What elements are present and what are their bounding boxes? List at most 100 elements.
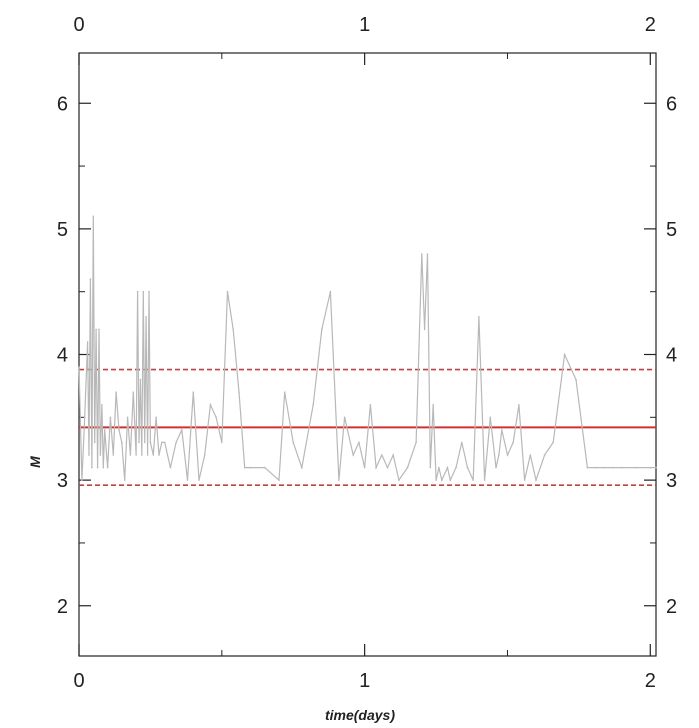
y-tick-label-right: 4 — [666, 345, 677, 367]
data-point — [543, 454, 546, 456]
data-point — [278, 479, 280, 481]
data-point — [175, 441, 177, 444]
y-tick-label-left: 2 — [57, 596, 68, 618]
y-tick-label-right: 2 — [666, 596, 677, 618]
data-point — [343, 416, 346, 419]
data-point — [478, 316, 480, 318]
data-point — [198, 479, 200, 481]
data-point — [101, 404, 103, 406]
y-tick-label-right: 5 — [666, 219, 677, 241]
data-point — [620, 466, 623, 469]
series-line — [78, 216, 656, 483]
data-point — [158, 454, 160, 456]
data-point — [99, 454, 102, 456]
data-point — [649, 466, 652, 469]
data-point — [148, 290, 150, 293]
y-tick-label-left: 6 — [57, 93, 68, 115]
data-point — [143, 441, 146, 444]
data-point — [163, 441, 166, 444]
data-point — [369, 404, 372, 406]
tick-marks — [78, 53, 656, 656]
tick-labels: 0 0 1 1 2 2 2 2 3 3 4 4 5 5 6 6 — [57, 14, 677, 692]
y-tick-label-left: 4 — [57, 345, 68, 367]
series-points — [78, 215, 657, 481]
data-point — [215, 416, 217, 419]
data-point — [103, 429, 106, 431]
data-point — [203, 454, 206, 456]
data-point — [221, 441, 223, 444]
y-tick-label-right: 6 — [666, 93, 677, 115]
data-point — [586, 466, 589, 469]
data-point — [635, 466, 637, 469]
data-point — [415, 441, 417, 444]
data-point — [96, 466, 99, 469]
data-point — [575, 378, 577, 381]
x-tick-label-bottom: 1 — [359, 670, 370, 692]
data-point — [93, 441, 96, 444]
data-point — [83, 416, 86, 419]
data-point — [186, 479, 189, 481]
data-point — [78, 366, 80, 368]
data-point — [446, 466, 449, 469]
data-point — [91, 466, 93, 469]
data-point — [501, 429, 503, 431]
data-point — [238, 391, 240, 394]
data-point — [161, 441, 163, 444]
y-axis-title: M — [27, 456, 43, 468]
y-tick-label-right: 3 — [666, 470, 677, 492]
data-point — [375, 466, 377, 469]
data-point — [312, 404, 315, 406]
data-point — [123, 479, 126, 481]
data-point — [426, 253, 429, 255]
data-point — [149, 441, 152, 444]
data-point — [89, 278, 92, 280]
data-point — [438, 466, 440, 469]
data-point — [483, 479, 486, 481]
y-tick-label-left: 3 — [57, 470, 68, 492]
data-point — [301, 466, 303, 469]
data-point — [523, 479, 526, 481]
data-point — [449, 479, 452, 481]
data-point — [392, 454, 395, 456]
data-point — [192, 391, 195, 394]
data-point — [145, 316, 147, 318]
data-point — [106, 466, 109, 469]
data-point — [381, 454, 383, 456]
data-point — [506, 454, 509, 456]
data-point — [512, 441, 514, 444]
x-tick-label-bottom: 2 — [645, 670, 656, 692]
data-point — [429, 466, 432, 469]
data-point — [155, 416, 157, 419]
data-point — [495, 466, 497, 469]
data-point — [552, 441, 554, 444]
data-point — [81, 479, 83, 481]
x-tick-label-top: 1 — [359, 14, 370, 36]
data-point — [435, 479, 437, 481]
data-point — [118, 429, 120, 431]
data-point — [112, 454, 115, 456]
x-tick-label-top: 0 — [73, 14, 84, 36]
data-point — [141, 454, 143, 456]
data-point — [421, 253, 423, 255]
data-point — [121, 441, 123, 444]
data-point — [406, 466, 409, 469]
data-point — [466, 466, 469, 469]
data-point — [563, 353, 566, 356]
x-axis-title: time(days) — [325, 707, 395, 723]
x-tick-label-bottom: 0 — [73, 670, 84, 692]
data-point — [136, 290, 139, 293]
data-point — [352, 454, 355, 456]
data-point — [338, 479, 340, 481]
data-point — [498, 454, 500, 456]
data-point — [358, 441, 360, 444]
plot-frame — [78, 52, 657, 657]
data-point — [139, 378, 142, 381]
data-point — [321, 328, 323, 331]
data-point — [209, 404, 212, 406]
data-point — [86, 341, 89, 343]
data-point — [95, 328, 97, 331]
data-point — [423, 328, 426, 331]
data-point — [655, 466, 657, 469]
data-point — [243, 466, 246, 469]
data-point — [109, 416, 112, 419]
